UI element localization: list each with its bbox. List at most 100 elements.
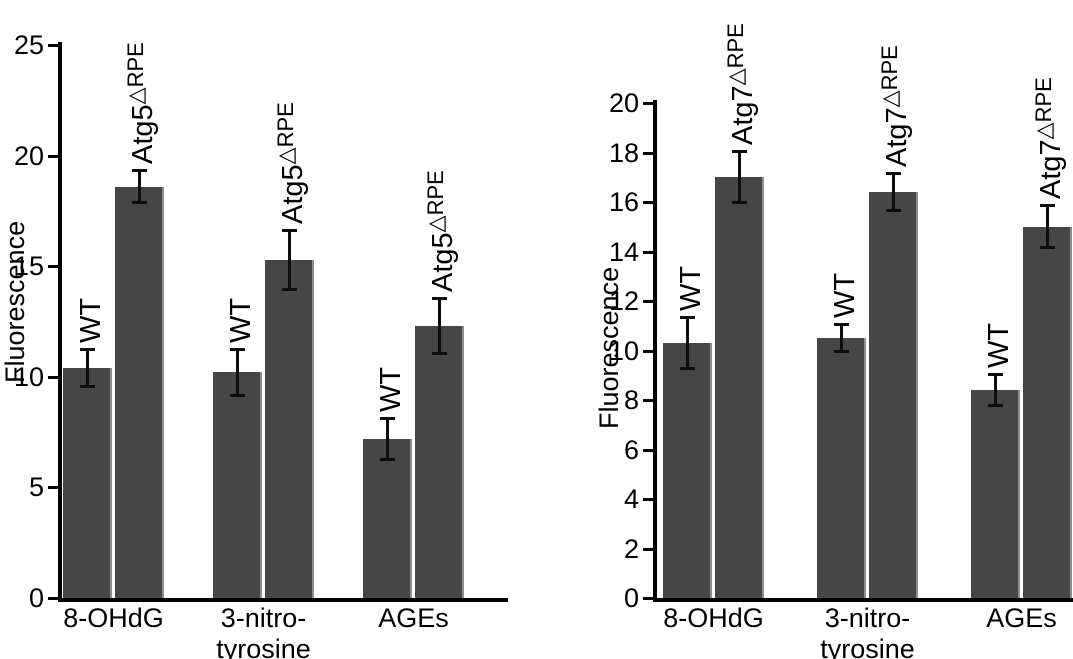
error-bar-line bbox=[840, 323, 843, 353]
bar-label-base: WT bbox=[75, 297, 107, 344]
y-tick bbox=[48, 486, 58, 490]
bar-label: Atg5△RPE bbox=[121, 42, 159, 164]
category-label-line: 8-OHdG bbox=[63, 603, 164, 633]
error-bar-line bbox=[892, 172, 895, 212]
bar bbox=[1023, 226, 1072, 598]
category-label: AGEs bbox=[927, 603, 1073, 634]
error-bar bbox=[834, 323, 849, 353]
y-tick-label: 4 bbox=[623, 484, 639, 514]
bar bbox=[213, 372, 262, 598]
bar-label-base: Atg5 bbox=[277, 163, 309, 224]
y-tick bbox=[643, 102, 653, 105]
error-bar bbox=[80, 348, 95, 388]
y-tick bbox=[48, 154, 58, 158]
bar-label: WT bbox=[219, 297, 257, 344]
error-bar-line bbox=[386, 416, 389, 461]
y-tick-label: 6 bbox=[623, 434, 639, 465]
y-tick bbox=[643, 300, 653, 303]
y-tick-label: 10 bbox=[608, 335, 639, 366]
error-bar-cap-top bbox=[886, 172, 901, 176]
y-tick bbox=[643, 448, 653, 452]
error-bar-line bbox=[738, 150, 741, 205]
bar bbox=[817, 338, 866, 598]
error-bar-line bbox=[1046, 204, 1049, 250]
y-tick bbox=[643, 201, 653, 204]
y-tick bbox=[643, 151, 653, 155]
bar-label-superscript: △RPE bbox=[723, 23, 748, 86]
error-bar bbox=[988, 372, 1003, 408]
y-axis-title: Fluorescence bbox=[594, 266, 624, 429]
bar bbox=[265, 259, 314, 598]
error-bar bbox=[886, 172, 901, 212]
bar bbox=[363, 438, 412, 598]
error-bar-cap-bottom bbox=[80, 384, 95, 388]
y-tick-label: 15 bbox=[13, 251, 44, 282]
category-label-line: AGEs bbox=[986, 603, 1057, 633]
bar-label: Atg7△RPE bbox=[721, 23, 759, 145]
bar-label-base: WT bbox=[375, 366, 407, 412]
y-tick bbox=[48, 597, 58, 600]
error-bar-cap-bottom bbox=[282, 287, 297, 291]
bar bbox=[715, 177, 764, 598]
error-bar-line bbox=[288, 228, 291, 291]
error-bar-cap-top bbox=[732, 150, 747, 154]
error-bar bbox=[1040, 204, 1055, 250]
y-tick bbox=[643, 498, 653, 501]
bar bbox=[415, 325, 464, 598]
category-label-line: AGEs bbox=[378, 603, 449, 633]
bar-label-base: Atg5 bbox=[127, 104, 159, 164]
error-bar-cap-top bbox=[988, 372, 1003, 376]
category-label: 8-OHdG bbox=[619, 603, 809, 634]
error-bar-cap-bottom bbox=[230, 393, 245, 397]
y-tick-label: 18 bbox=[608, 137, 639, 168]
category-label: 3-nitro-tyrosine bbox=[773, 603, 963, 659]
y-tick bbox=[48, 44, 58, 47]
error-bar bbox=[230, 348, 245, 397]
error-bar-cap-bottom bbox=[380, 457, 395, 461]
y-tick-label: 20 bbox=[13, 140, 44, 171]
error-bar-line bbox=[86, 348, 89, 388]
y-tick bbox=[643, 250, 653, 254]
error-bar-cap-bottom bbox=[732, 201, 747, 205]
category-label-line: tyrosine bbox=[216, 634, 311, 659]
error-bar-cap-bottom bbox=[834, 349, 849, 353]
y-tick-label: 8 bbox=[623, 385, 639, 415]
error-bar-line bbox=[686, 315, 689, 371]
category-label: 8-OHdG bbox=[19, 603, 209, 634]
y-tick bbox=[48, 375, 58, 379]
error-bar bbox=[732, 150, 747, 205]
y-tick-label: 5 bbox=[28, 472, 44, 503]
error-bar-cap-top bbox=[432, 297, 447, 301]
category-label: AGEs bbox=[319, 603, 509, 634]
category-label-line: 3-nitro- bbox=[220, 603, 307, 633]
error-bar-line bbox=[438, 297, 441, 355]
error-bar-cap-top bbox=[80, 348, 95, 352]
y-tick-label: 10 bbox=[13, 361, 44, 392]
y-tick-label: 14 bbox=[608, 236, 639, 267]
error-bar bbox=[380, 416, 395, 461]
bar bbox=[63, 367, 112, 598]
category-label-line: tyrosine bbox=[820, 634, 915, 659]
bar-label-base: WT bbox=[225, 297, 257, 344]
error-bar bbox=[132, 168, 147, 205]
y-tick-label: 16 bbox=[608, 187, 639, 217]
error-bar-cap-top bbox=[132, 168, 147, 172]
y-tick bbox=[643, 349, 653, 353]
error-bar bbox=[680, 315, 695, 371]
y-tick-label: 0 bbox=[28, 583, 44, 613]
x-axis bbox=[653, 598, 1073, 602]
bar-label-base: WT bbox=[983, 322, 1015, 368]
y-axis bbox=[58, 42, 62, 602]
y-tick-label: 25 bbox=[13, 30, 44, 60]
error-bar-cap-top bbox=[282, 228, 297, 232]
bar-label: Atg5△RPE bbox=[421, 170, 459, 292]
bar-label-base: Atg7 bbox=[1035, 139, 1067, 200]
bar-label-superscript: △RPE bbox=[123, 42, 148, 105]
bar bbox=[663, 343, 712, 598]
bar-label: WT bbox=[69, 297, 107, 344]
bar-label-superscript: △RPE bbox=[877, 45, 902, 108]
error-bar-cap-top bbox=[834, 323, 849, 327]
bar-label: WT bbox=[669, 266, 707, 311]
category-label-line: 8-OHdG bbox=[663, 603, 764, 633]
